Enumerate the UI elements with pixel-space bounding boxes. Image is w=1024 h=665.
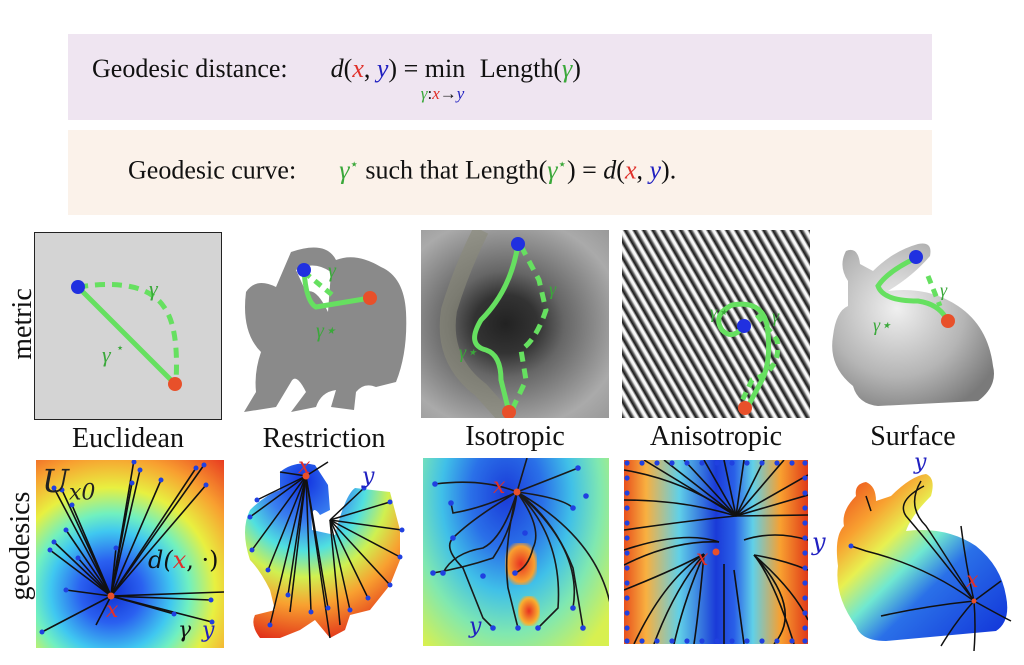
source-x-label: x <box>298 460 311 479</box>
column-label-euclidean: Euclidean <box>72 423 184 454</box>
column-label-isotropic: Isotropic <box>465 421 565 452</box>
anisotropic-metric-panel: γ γ⋆ <box>622 230 810 418</box>
min-subscript: γ:x→y <box>420 84 465 103</box>
source-x-label: x <box>696 546 709 571</box>
column-label-anisotropic: Anisotropic <box>649 421 783 452</box>
surface-geodesics-panel: y x <box>826 456 1022 656</box>
svg-text:γ: γ <box>149 276 159 301</box>
curve-label: Geodesic curve: <box>128 155 297 185</box>
anisotropic-y-label: y <box>812 528 826 556</box>
restriction-metric-panel: γ γ⋆ <box>236 232 412 420</box>
hotspot <box>518 596 540 626</box>
gamma-symbol: γ <box>562 54 573 83</box>
svg-text:γ⋆: γ⋆ <box>316 320 336 342</box>
anisotropic-geodesics-panel: x <box>624 460 808 644</box>
target-y-label: y <box>469 614 482 639</box>
target-y-label: y <box>202 618 215 643</box>
svg-text:γ: γ <box>328 260 337 282</box>
column-label-restriction: Restriction <box>262 423 386 454</box>
svg-text:γ: γ <box>549 279 557 299</box>
source-x-label: x <box>493 474 506 499</box>
svg-text:γ⋆: γ⋆ <box>873 315 891 335</box>
isotropic-geodesics-panel: x y <box>423 458 609 646</box>
svg-text:γ⋆: γ⋆ <box>710 302 728 322</box>
column-label-surface: Surface <box>870 421 956 452</box>
y-symbol: y <box>376 54 389 83</box>
distance-function-label: d(x, ·) <box>148 546 219 574</box>
distance-label: Geodesic distance: <box>92 54 288 83</box>
target-y-label: y <box>362 464 375 489</box>
row-label-geodesics: geodesics <box>5 491 36 601</box>
geodesic-curve-box: Geodesic curve: γ⋆ such that Length(γ⋆) … <box>68 130 932 215</box>
svg-text:γ⋆: γ⋆ <box>459 342 477 362</box>
svg-text:γ: γ <box>102 342 112 367</box>
restriction-geodesics-panel: x y <box>240 460 412 648</box>
euclidean-geodesics-panel: Ux0 d(x, ·) x γ y <box>36 460 224 648</box>
isotropic-metric-panel: γ γ⋆ <box>421 230 609 418</box>
source-x-label: x <box>106 598 119 623</box>
surface-metric-panel: γ γ⋆ <box>818 236 1008 420</box>
source-x-label: x <box>966 568 979 593</box>
geodesic-curve-formula: Geodesic curve: γ⋆ such that Length(γ⋆) … <box>128 155 677 185</box>
gamma-label: γ <box>178 618 192 643</box>
min-operator: min <box>424 54 466 83</box>
svg-text:γ: γ <box>940 280 948 300</box>
svg-text:⋆: ⋆ <box>116 340 124 355</box>
svg-text:γ: γ <box>772 306 780 326</box>
geodesic-distance-formula: Geodesic distance: d(x, y) = min γ:x→y L… <box>92 54 581 103</box>
geodesic-distance-box: Geodesic distance: d(x, y) = min γ:x→y L… <box>68 34 932 120</box>
target-y-label: y <box>914 456 927 475</box>
u-x0-label: Ux0 <box>42 462 96 506</box>
x-symbol: x <box>352 54 364 83</box>
euclidean-metric-panel: γ γ ⋆ <box>34 232 222 420</box>
